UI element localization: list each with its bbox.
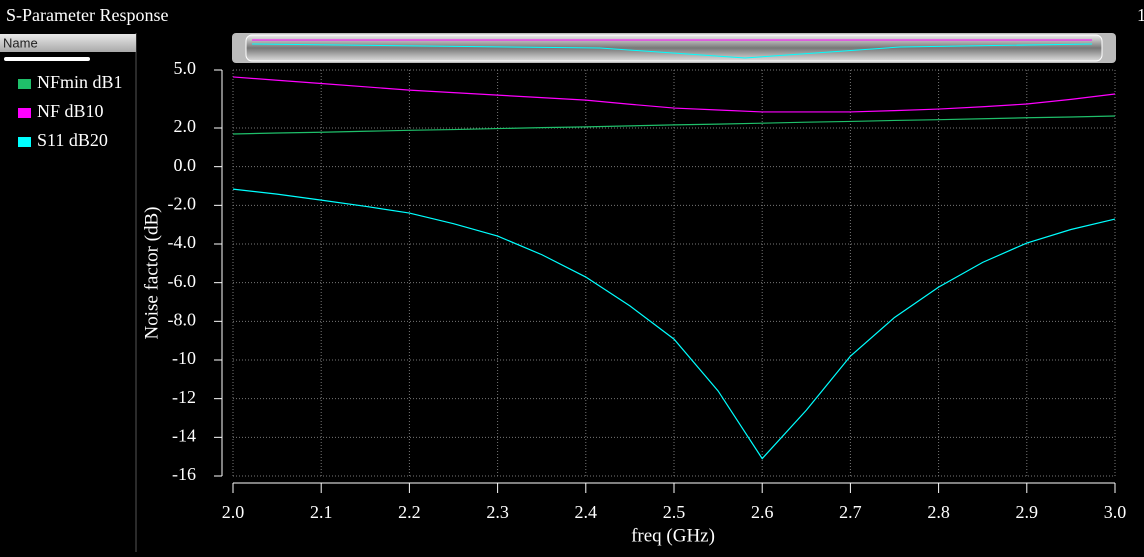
x-axis-label: freq (GHz) — [631, 525, 715, 546]
x-tick-label: 2.1 — [310, 502, 333, 522]
series-line — [232, 188, 1116, 460]
zoom-slider[interactable] — [232, 33, 1116, 63]
chart: 5.0 2.0 0.0 -2.0 -4.0 -6.0 -8.0 -10 -12 -14 -16 2.0… — [18, 58, 1126, 546]
y-tick-label: -16 — [172, 464, 196, 484]
x-tick-label: 2.7 — [839, 502, 862, 522]
x-tick-label: 2.4 — [575, 502, 598, 522]
y-tick-label: -4.0 — [168, 232, 197, 252]
series-line — [232, 76, 1116, 113]
window-title: S-Parameter Response — [6, 5, 168, 25]
y-tick-label: -2.0 — [168, 193, 197, 213]
legend-label: S11 dB20 — [37, 130, 108, 150]
corner-label: 1 — [1137, 5, 1144, 25]
x-tick-label: 2.2 — [398, 502, 421, 522]
y-tick-label: -12 — [172, 387, 196, 407]
x-tick-label: 2.3 — [486, 502, 509, 522]
legend-header-bg — [0, 34, 136, 52]
x-tick-label: 2.8 — [927, 502, 950, 522]
legend-swatch — [18, 79, 31, 89]
y-axis-label: Noise factor (dB) — [141, 207, 162, 340]
y-tick-label: 0.0 — [174, 155, 197, 175]
y-tick-label: -14 — [172, 425, 196, 445]
series-line — [232, 115, 1116, 135]
x-tick-label: 2.0 — [222, 502, 245, 522]
x-tick-label: 2.9 — [1016, 502, 1039, 522]
slider-thumb[interactable] — [245, 34, 1103, 62]
slider-preview — [251, 43, 1093, 59]
x-tick-label: 3.0 — [1104, 502, 1127, 522]
legend-header: Name — [3, 35, 38, 50]
x-tick-label: 2.5 — [663, 502, 686, 522]
y-tick-label: 5.0 — [174, 58, 197, 78]
x-tick-label: 2.6 — [751, 502, 774, 522]
y-tick-label: -6.0 — [168, 271, 197, 291]
legend-label: NFmin dB1 — [37, 72, 123, 92]
legend-label: NF dB10 — [37, 101, 104, 121]
y-tick-label: 2.0 — [174, 116, 197, 136]
scroll-indicator — [4, 57, 90, 61]
y-tick-label: -8.0 — [168, 309, 197, 329]
y-tick-label: -10 — [172, 348, 196, 368]
legend-swatch — [18, 137, 31, 147]
legend-swatch — [18, 108, 31, 118]
